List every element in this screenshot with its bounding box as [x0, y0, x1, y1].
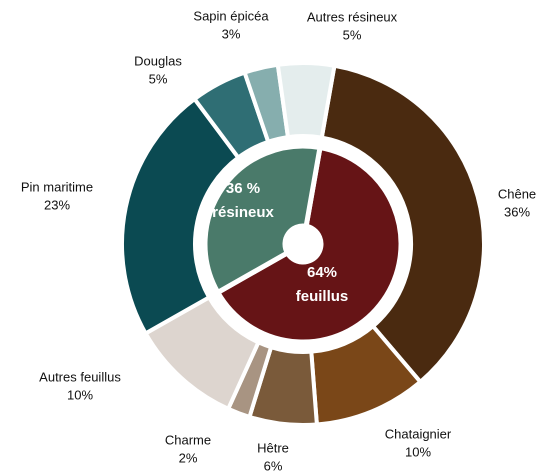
slice-name: Chataignier [385, 426, 452, 441]
inner-slice [214, 144, 404, 345]
slice-name: Chêne [498, 186, 536, 201]
slice-name: Pin maritime [21, 179, 93, 194]
slice-name: Autres résineux [307, 9, 398, 24]
slice-name: Sapin épicéa [193, 8, 269, 23]
inner-border [201, 142, 405, 346]
inner-value: 64% [307, 264, 337, 281]
inner-name: feuillus [296, 288, 349, 305]
slice-value: 10% [67, 387, 93, 402]
slice-value: 36% [504, 204, 530, 219]
slice-value: 5% [343, 27, 362, 42]
slice-name: Hêtre [257, 440, 289, 455]
slice-name: Douglas [134, 53, 182, 68]
outer-slice [275, 61, 337, 140]
slice-value: 6% [264, 458, 283, 472]
outer-slice [319, 63, 486, 385]
inner-slice [202, 143, 323, 296]
slice-value: 3% [222, 26, 241, 41]
slice-value: 10% [405, 444, 431, 459]
outer-slice [120, 96, 242, 337]
slice-value: 5% [149, 71, 168, 86]
slice-value: 2% [179, 450, 198, 465]
slice-name: Autres feuillus [39, 369, 121, 384]
slice-name: Charme [165, 432, 211, 447]
slice-value: 23% [44, 197, 70, 212]
inner-value: 36 % [226, 180, 260, 197]
inner-name: résineux [212, 204, 274, 221]
